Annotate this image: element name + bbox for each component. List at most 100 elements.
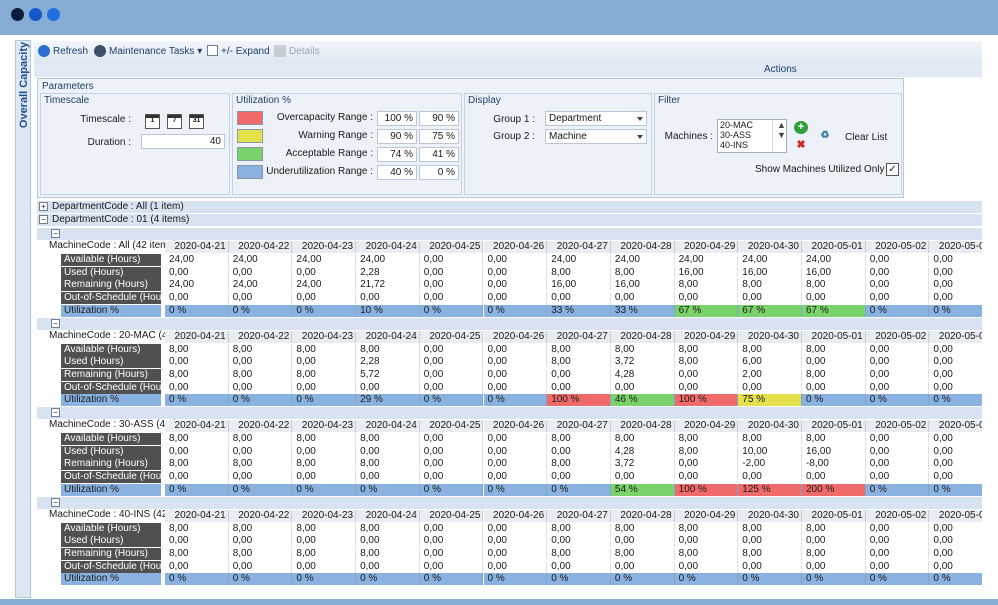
value-cell[interactable]: 0,00 — [228, 266, 293, 279]
date-column-header[interactable]: 2020-04-26 — [483, 241, 548, 253]
utilization-cell[interactable]: 54 % — [610, 483, 675, 496]
date-column-header[interactable]: 2020-05-01 — [802, 330, 866, 343]
value-cell[interactable]: 0,00 — [610, 560, 675, 573]
utilization-cell[interactable]: 0 % — [802, 394, 866, 407]
date-column-header[interactable]: 2020-04-25 — [419, 330, 484, 343]
collapse-icon[interactable]: − — [39, 215, 48, 224]
utilization-cell[interactable]: 200 % — [802, 483, 866, 496]
window-maximize-dot[interactable] — [47, 8, 60, 21]
value-cell[interactable]: 24,00 — [165, 254, 229, 266]
value-cell[interactable]: 0,00 — [292, 471, 357, 484]
value-cell[interactable]: 0,00 — [292, 381, 357, 394]
value-cell[interactable]: 0,00 — [228, 381, 293, 394]
value-cell[interactable]: 8,00 — [802, 522, 866, 535]
date-column-header[interactable]: 2020-05-03 — [929, 420, 982, 432]
date-column-header[interactable]: 2020-04-21 — [165, 330, 229, 343]
utilization-cell[interactable]: 0 % — [419, 394, 484, 407]
value-cell[interactable]: 0,00 — [419, 433, 484, 445]
value-cell[interactable]: 0,00 — [865, 279, 930, 292]
date-column-header[interactable]: 2020-04-30 — [738, 420, 802, 432]
value-cell[interactable]: 3,72 — [610, 458, 675, 471]
value-cell[interactable]: 8,00 — [610, 343, 675, 356]
date-column-header[interactable]: 2020-04-28 — [610, 509, 675, 522]
value-cell[interactable]: 0,00 — [547, 560, 611, 573]
value-cell[interactable]: 8,00 — [802, 547, 866, 560]
date-column-header[interactable]: 2020-04-28 — [610, 330, 675, 343]
value-cell[interactable]: 0,00 — [419, 356, 484, 369]
value-cell[interactable]: 4,28 — [610, 445, 675, 458]
value-cell[interactable]: 0,00 — [228, 292, 293, 305]
value-cell[interactable]: 8,00 — [165, 458, 229, 471]
value-cell[interactable]: 8,00 — [738, 343, 802, 356]
value-cell[interactable]: 0,00 — [419, 560, 484, 573]
value-cell[interactable]: 10,00 — [738, 445, 802, 458]
value-cell[interactable]: 0,00 — [674, 292, 739, 305]
utilization-cell[interactable]: 0 % — [865, 573, 930, 586]
value-cell[interactable]: 0,00 — [483, 433, 548, 445]
utilization-cell[interactable]: 0 % — [483, 483, 548, 496]
utilization-cell[interactable]: 0 % — [865, 304, 930, 317]
value-cell[interactable]: 8,00 — [228, 368, 293, 381]
value-cell[interactable]: 8,00 — [610, 547, 675, 560]
value-cell[interactable]: 24,00 — [228, 279, 293, 292]
value-cell[interactable]: 8,00 — [356, 458, 420, 471]
value-cell[interactable]: 0,00 — [865, 343, 930, 356]
value-cell[interactable]: 0,00 — [547, 292, 611, 305]
value-cell[interactable]: 0,00 — [865, 535, 930, 548]
value-cell[interactable]: 0,00 — [292, 535, 357, 548]
value-cell[interactable]: 0,00 — [165, 445, 229, 458]
value-cell[interactable]: 8,00 — [674, 356, 739, 369]
value-cell[interactable]: 0,00 — [929, 368, 982, 381]
value-cell[interactable]: 24,00 — [547, 254, 611, 266]
value-cell[interactable]: 8,00 — [228, 433, 293, 445]
month-calendar-icon[interactable]: 31 — [189, 114, 204, 129]
date-column-header[interactable]: 2020-04-24 — [356, 420, 420, 432]
value-cell[interactable]: 0,00 — [929, 381, 982, 394]
utilization-cell[interactable]: 100 % — [674, 483, 739, 496]
date-column-header[interactable]: 2020-04-22 — [228, 420, 293, 432]
value-cell[interactable]: 0,00 — [228, 471, 293, 484]
machine-item[interactable]: 30-ASS — [720, 130, 752, 140]
value-cell[interactable]: 0,00 — [483, 368, 548, 381]
date-column-header[interactable]: 2020-04-23 — [292, 509, 357, 522]
date-column-header[interactable]: 2020-05-02 — [865, 330, 930, 343]
date-column-header[interactable]: 2020-04-25 — [419, 420, 484, 432]
date-column-header[interactable]: 2020-05-01 — [802, 420, 866, 432]
value-cell[interactable]: 0,00 — [929, 458, 982, 471]
warning-color-swatch[interactable] — [237, 129, 263, 143]
date-column-header[interactable]: 2020-04-28 — [610, 241, 675, 253]
utilization-cell[interactable]: 29 % — [356, 394, 420, 407]
value-cell[interactable]: 0,00 — [356, 292, 420, 305]
value-cell[interactable]: 0,00 — [929, 445, 982, 458]
value-cell[interactable]: 0,00 — [802, 356, 866, 369]
value-cell[interactable]: 2,28 — [356, 266, 420, 279]
utilization-cell[interactable]: 0 % — [483, 573, 548, 586]
value-cell[interactable]: 0,00 — [292, 445, 357, 458]
value-cell[interactable]: 24,00 — [292, 279, 357, 292]
utilization-cell[interactable]: 0 % — [547, 573, 611, 586]
value-cell[interactable]: 0,00 — [419, 292, 484, 305]
value-cell[interactable]: 0,00 — [547, 535, 611, 548]
value-cell[interactable]: 0,00 — [483, 445, 548, 458]
value-cell[interactable]: 8,00 — [738, 547, 802, 560]
underutilization-to-input[interactable]: 0 % — [419, 165, 459, 180]
value-cell[interactable]: 0,00 — [419, 471, 484, 484]
date-column-header[interactable]: 2020-05-03 — [929, 509, 982, 522]
refresh-button[interactable]: Refresh — [38, 45, 88, 59]
value-cell[interactable]: 0,00 — [165, 471, 229, 484]
value-cell[interactable]: 0,00 — [419, 266, 484, 279]
value-cell[interactable]: 0,00 — [419, 343, 484, 356]
value-cell[interactable]: 2,28 — [356, 356, 420, 369]
utilization-cell[interactable]: 0 % — [865, 394, 930, 407]
utilization-cell[interactable]: 67 % — [738, 304, 802, 317]
utilization-cell[interactable]: 0 % — [802, 573, 866, 586]
value-cell[interactable]: 0,00 — [165, 356, 229, 369]
overall-capacity-tab[interactable]: Overall Capacity — [15, 40, 31, 598]
group-row-department-all[interactable]: + DepartmentCode : All (1 item) — [37, 201, 982, 214]
value-cell[interactable]: 8,00 — [738, 433, 802, 445]
value-cell[interactable]: 0,00 — [929, 343, 982, 356]
date-column-header[interactable]: 2020-04-22 — [228, 509, 293, 522]
value-cell[interactable]: 0,00 — [929, 266, 982, 279]
value-cell[interactable]: 24,00 — [292, 254, 357, 266]
value-cell[interactable]: 8,00 — [674, 279, 739, 292]
